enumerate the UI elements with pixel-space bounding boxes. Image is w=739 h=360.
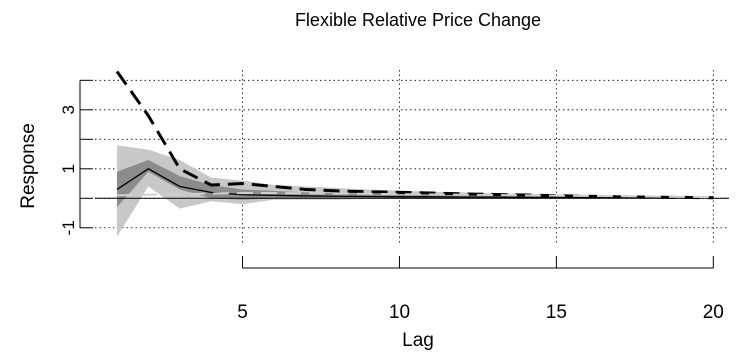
series-line-3 [116, 191, 714, 199]
x-axis-label: Lag [402, 330, 434, 351]
y-tick-label: 1 [59, 164, 78, 173]
axes-layer: -1 1 3 5 10 15 20 [59, 79, 724, 323]
y-tick-label: -1 [59, 220, 78, 235]
series-layer [115, 70, 714, 200]
x-tick-label: 10 [389, 302, 410, 323]
x-tick-label: 20 [703, 302, 724, 323]
y-axis-label: Response [18, 123, 39, 209]
y-tick-label: 3 [59, 105, 78, 114]
x-tick-label: 15 [546, 302, 567, 323]
x-tick-label: 5 [237, 302, 248, 323]
chart-title: Flexible Relative Price Change [295, 10, 541, 30]
series-line-2 [115, 70, 714, 200]
grid-layer [95, 70, 729, 244]
